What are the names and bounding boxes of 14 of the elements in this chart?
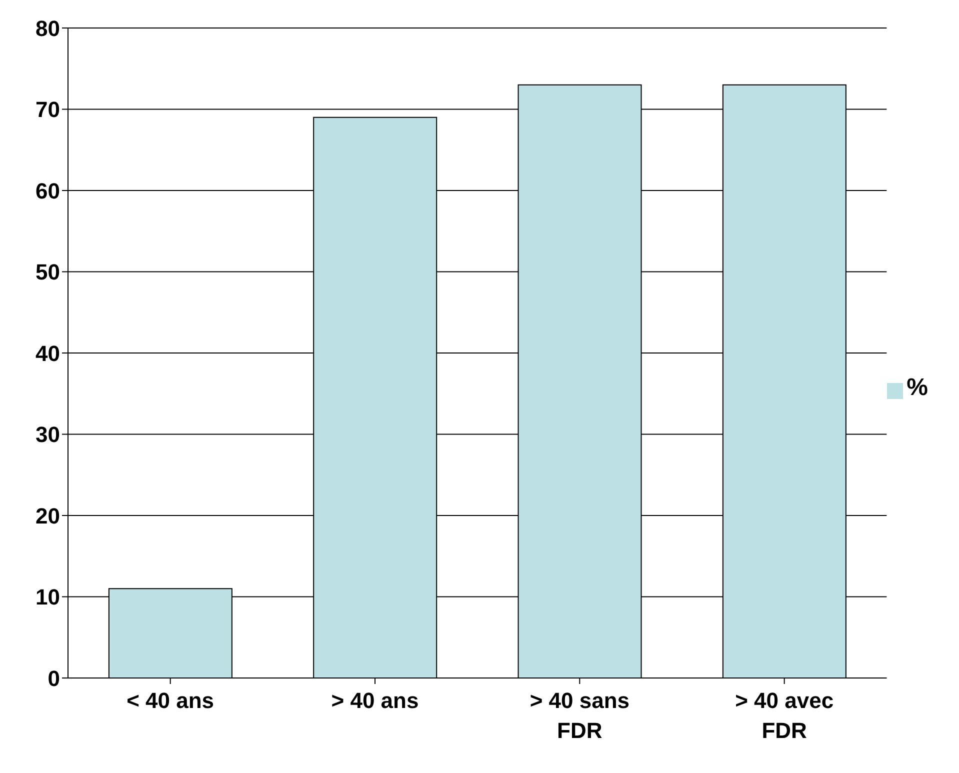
y-tick-label: 20: [36, 503, 60, 528]
y-tick-label: 50: [36, 260, 60, 285]
y-tick-label: 40: [36, 340, 60, 366]
x-tick-label: > 40 sans FDR: [530, 688, 630, 743]
legend-label: %: [906, 374, 928, 401]
x-tick-label: > 40 ans: [331, 688, 419, 713]
y-tick-label: 10: [36, 584, 60, 610]
y-tick-label: 70: [36, 97, 60, 122]
y-tick-label: 0: [48, 666, 60, 691]
x-tick-label: > 40 avec FDR: [735, 688, 834, 743]
y-tick-label: 80: [36, 16, 60, 41]
y-tick-label: 30: [36, 422, 60, 448]
x-tick-label: < 40 ans: [126, 688, 214, 713]
y-tick-label: 60: [36, 178, 60, 204]
